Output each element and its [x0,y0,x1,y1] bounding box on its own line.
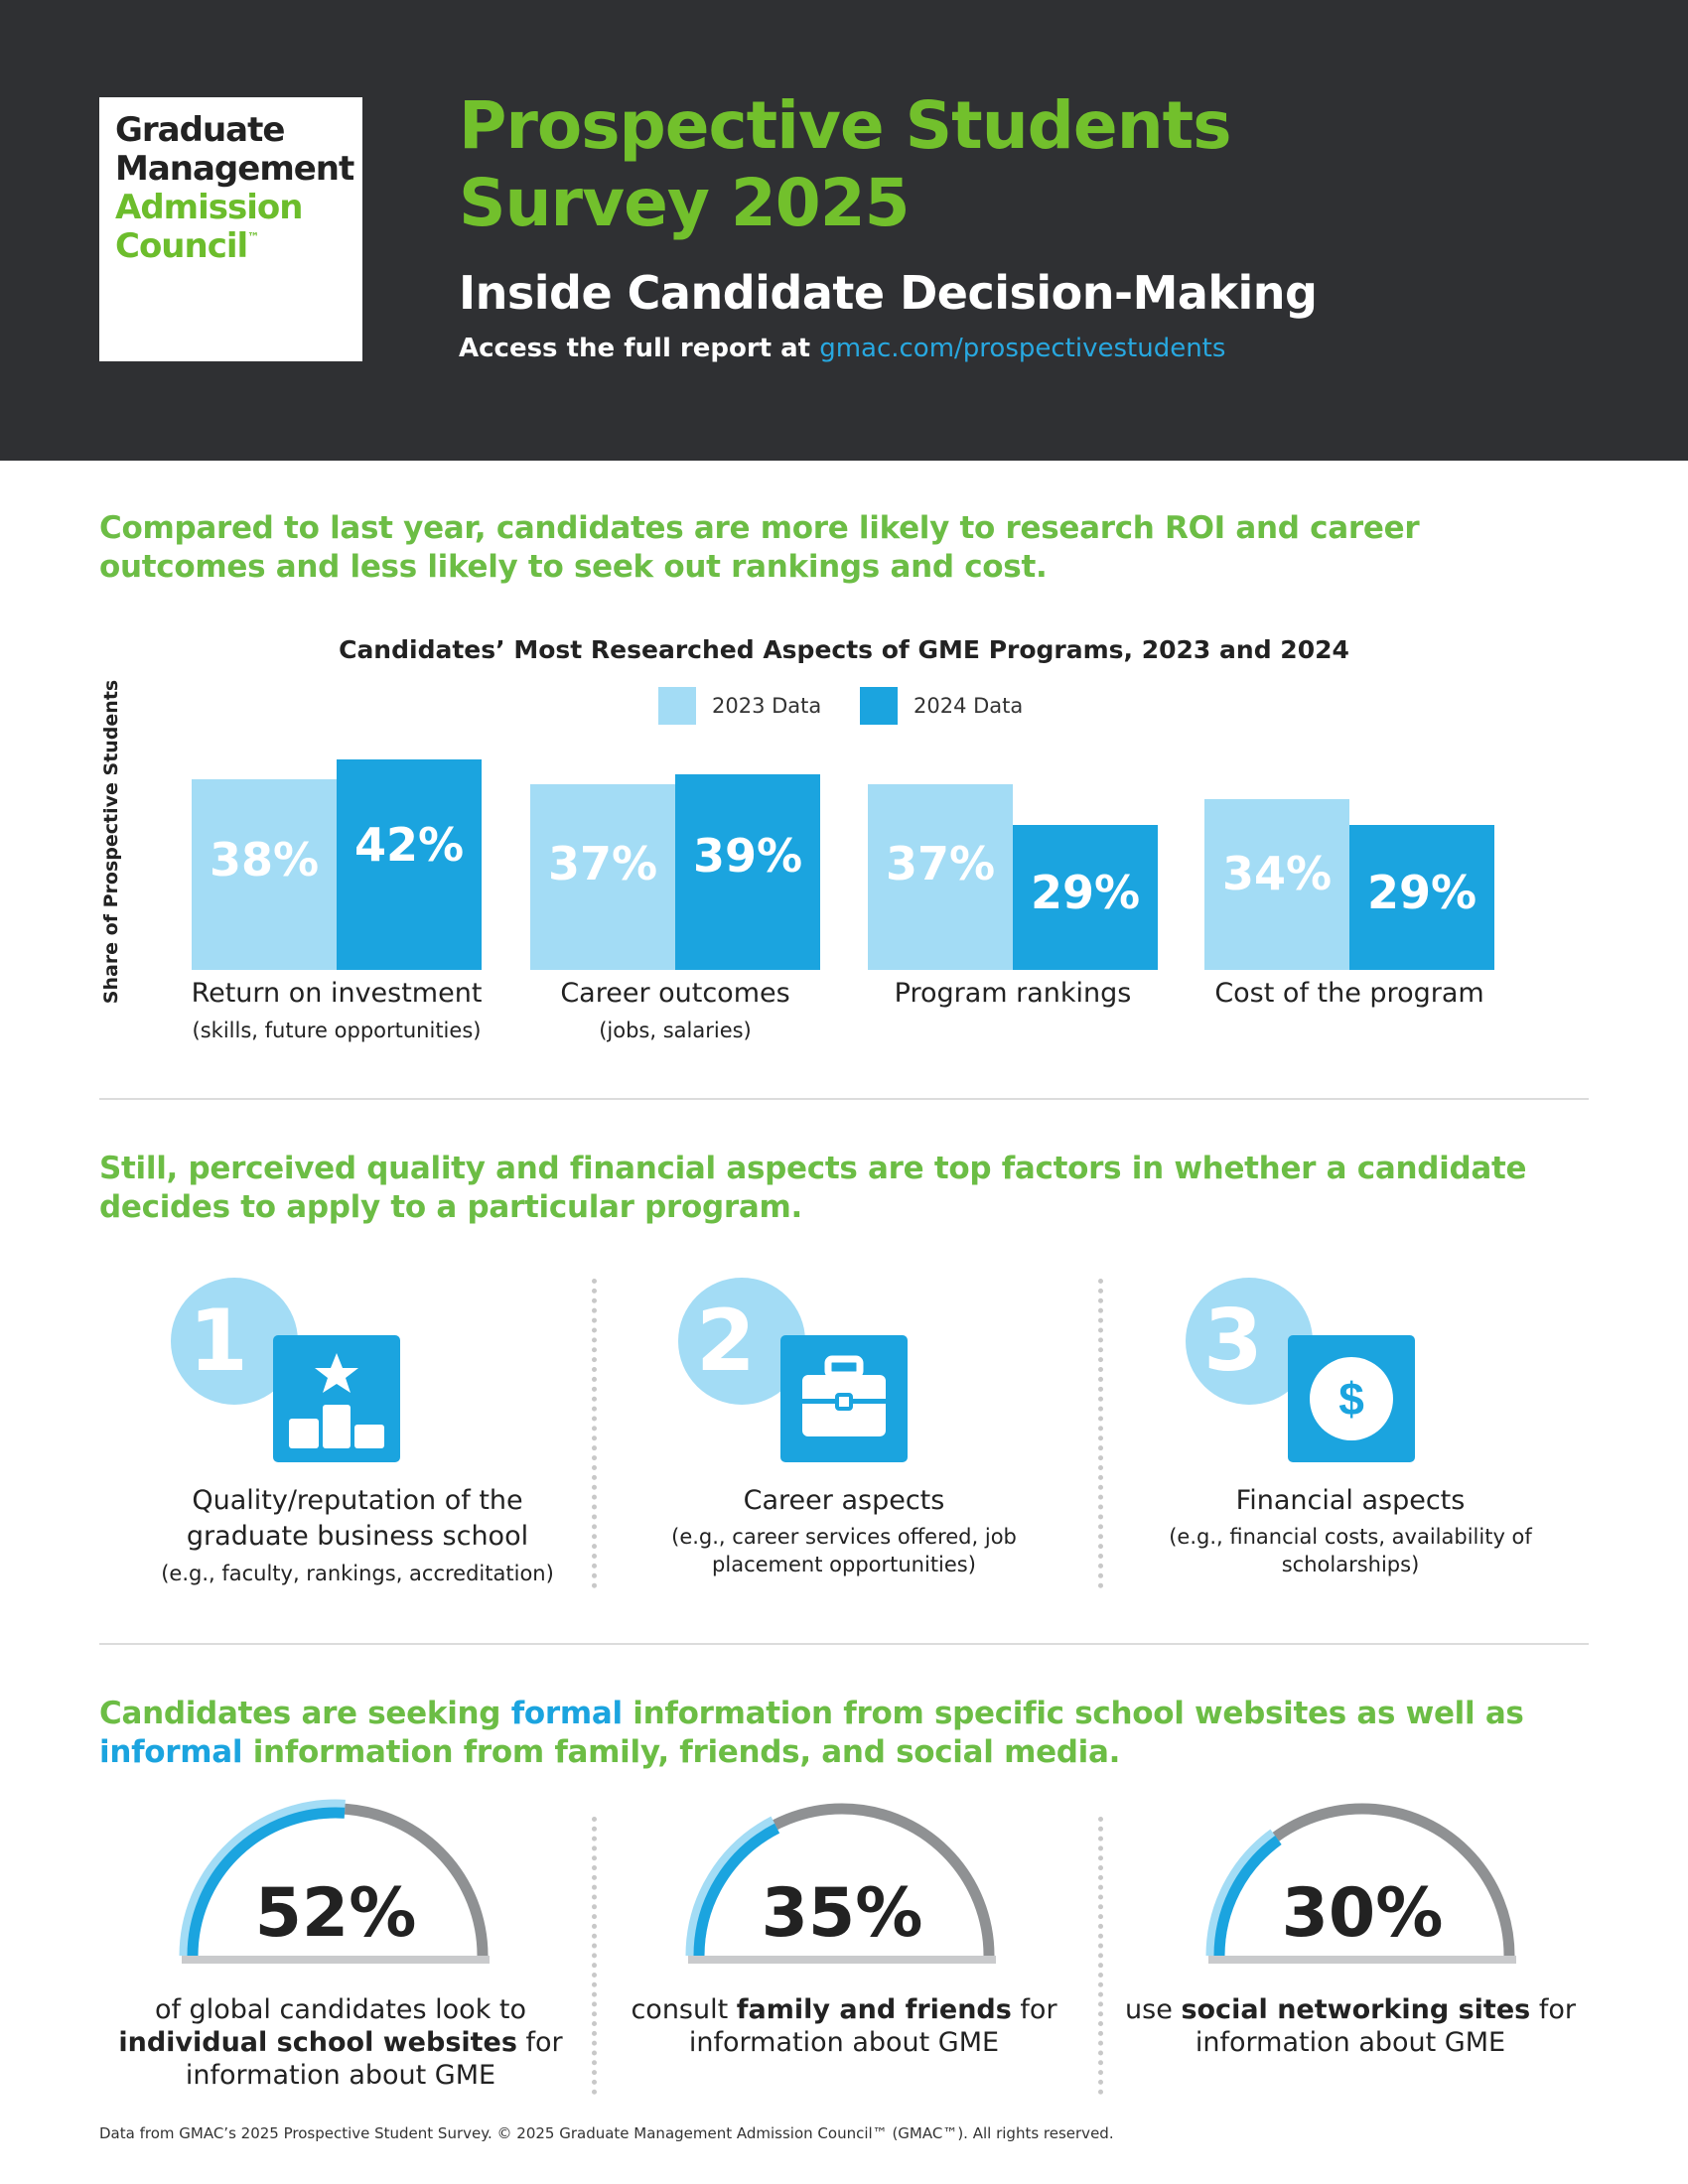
caption-text: consult [631,1994,729,2025]
bar-value-label: 39% [692,829,803,884]
heading-text: information from specific school website… [622,1696,1524,1731]
gauge-caption: consult family and friends for informati… [611,1993,1077,2059]
section-heading-information: Candidates are seeking formal informatio… [99,1695,1589,1772]
dollar-coin-icon: $ [1288,1335,1415,1462]
legend-item-2023: 2023 Data [658,687,821,725]
report-link[interactable]: gmac.com/prospectivestudents [819,334,1226,363]
caption-text: for information about GME [185,2027,563,2091]
gauge-2 [685,1803,996,1964]
caption-bold: family and friends [736,1994,1012,2025]
dotted-separator [1098,1279,1103,1588]
bar-value-label: 37% [885,836,996,890]
gauge-3 [1205,1803,1516,1964]
section-heading-research: Compared to last year, candidates are mo… [99,510,1420,585]
access-text: Access the full report at [459,334,811,363]
page-subtitle: Inside Candidate Decision-Making [459,266,1318,320]
section-heading-factors: Still, perceived quality and financial a… [99,1151,1527,1225]
caption-text: use [1125,1994,1173,2025]
gauge-percentage: 35% [761,1874,923,1953]
gauge-1 [179,1799,490,1964]
gauge-percentage: 52% [254,1874,417,1953]
podium-star-icon [273,1335,400,1462]
bar-2023 [868,784,1013,970]
caption-bold: social networking sites [1181,1994,1531,2025]
logo-line: Admission [115,188,303,227]
gauge-caption: use social networking sites for informat… [1117,1993,1584,2059]
bar-value-label: 29% [1030,865,1141,919]
bar-2023 [1204,799,1349,970]
dotted-separator [592,1279,597,1588]
gmac-logo: Graduate Management Admission Council™ [99,97,362,361]
bar-2024 [675,774,820,970]
legend-swatch [860,687,898,725]
legend-label: 2023 Data [712,694,822,718]
footer-note: Data from GMAC’s 2025 Prospective Studen… [99,2124,1114,2142]
factor-title: Career aspects [743,1485,945,1516]
divider [99,1098,1589,1100]
legend-label: 2024 Data [914,694,1024,718]
gauge-fill [1213,1836,1282,1957]
gauge-fill [187,1807,346,1957]
bar-value-label: 38% [209,832,320,887]
caption-bold: individual school websites [118,2027,517,2058]
category-sublabel: (jobs, salaries) [599,1019,752,1042]
gauge-base [182,1956,490,1964]
factor-title: Financial aspects [1235,1485,1466,1516]
heading-highlight-formal: formal [510,1696,623,1731]
svg-text:$: $ [1338,1373,1364,1425]
y-axis-label: Share of Prospective Students [100,679,122,1005]
dotted-separator [1098,1817,1103,2095]
caption-text: for information about GME [688,1994,1057,2058]
factor-subtitle: (e.g., faculty, rankings, accreditation) [161,1562,554,1585]
legend-swatch [658,687,696,725]
dotted-separator [592,1817,597,2095]
category-sublabel: (skills, future opportunities) [192,1019,482,1042]
gauge-percentage: 30% [1281,1874,1444,1953]
bar-2024 [1013,824,1158,970]
bar-value-label: 34% [1221,847,1333,901]
category-label: Return on investment [191,978,483,1009]
page-title: Prospective Students Survey 2025 [459,87,1601,242]
title-line: Survey 2025 [459,165,911,241]
factor-subtitle: (e.g., career services offered, job plac… [671,1525,1017,1576]
title-line: Prospective Students [459,87,1232,164]
bar-2023 [192,779,337,970]
heading-highlight-informal: informal [99,1734,243,1770]
logo-trademark: ™ [247,230,259,244]
legend-item-2024: 2024 Data [860,687,1023,725]
access-line: Access the full report at gmac.com/prosp… [459,334,1225,363]
bar-2024 [1349,824,1494,970]
bar-value-label: 37% [547,836,658,890]
heading-text: information from family, friends, and so… [242,1734,1121,1770]
bar-2024 [337,759,482,970]
factor-title: Quality/reputation of the graduate busin… [186,1485,529,1552]
gauge-caption: of global candidates look to individual … [107,1993,574,2092]
header-banner: Graduate Management Admission Council™ P… [0,0,1688,461]
chart-title: Candidates’ Most Researched Aspects of G… [339,635,1349,664]
caption-text: for information about GME [1195,1994,1576,2058]
bar-value-label: 42% [353,818,465,873]
category-label: Program rankings [894,978,1132,1009]
bar-2023 [530,784,675,970]
category-label: Cost of the program [1214,978,1484,1009]
category-label: Career outcomes [560,978,790,1009]
logo-line: Graduate [115,110,285,150]
bar-value-label: 29% [1366,865,1477,919]
gauge-base [688,1956,996,1964]
heading-text: Candidates are seeking [99,1696,511,1731]
gauge-fill [693,1823,780,1957]
logo-line: Management [115,149,354,189]
briefcase-icon [780,1335,908,1462]
gauge-base [1208,1956,1516,1964]
logo-line: Council [115,226,248,266]
divider [99,1643,1589,1645]
caption-text: of global candidates look to [154,1994,527,2025]
factor-subtitle: (e.g., financial costs, availability of … [1169,1525,1532,1576]
